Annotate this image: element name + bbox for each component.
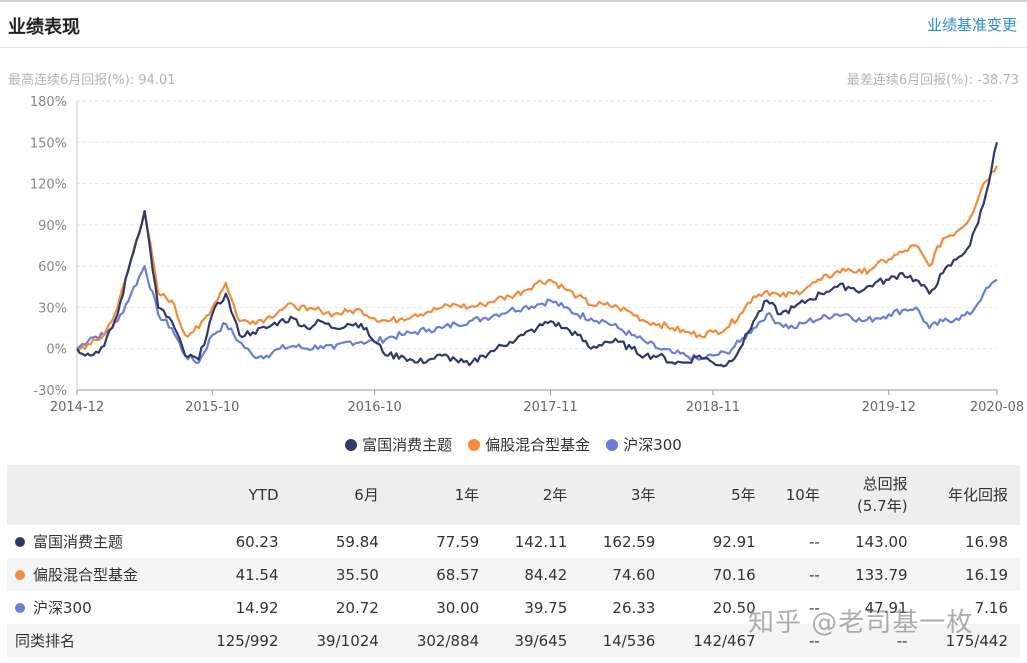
row-name-cell: 同类排名: [7, 624, 191, 657]
watermark: 知乎 @老司基一枚: [748, 608, 974, 638]
legend-item[interactable]: 沪深300: [606, 434, 682, 455]
performance-line-chart: -30% 0% 30% 60% 90% 120% 150% 180% 2014-12 2015-1…: [30, 95, 1024, 415]
table-cell: 77.59: [436, 532, 480, 551]
table-cell: 162.59: [602, 532, 656, 551]
legend-label: 偏股混合型基金: [485, 436, 591, 454]
x-tick-label: 2016-10: [347, 400, 401, 415]
section-title: 业绩表现: [8, 17, 80, 38]
table-row: 同类排名 125/992 39/1024 302/884 39/645 14/536 142…: [7, 624, 1020, 657]
table-cell: 20.72: [335, 598, 379, 617]
x-tick-label: 2018-11: [686, 400, 740, 415]
column-header: 总回报 (5.7年): [831, 465, 920, 525]
table-cell: 142/467: [667, 624, 768, 657]
table-row: 富国消费主题 60.23 59.84 77.59 142.11 162.59 92.91 --…: [7, 525, 1020, 558]
row-color-dot: [15, 569, 25, 580]
section-header: 业绩表现 业绩基准变更: [0, 2, 1027, 48]
x-tick-label: 2019-12: [862, 400, 916, 415]
y-tick-label: 120%: [30, 178, 67, 193]
top-border: [0, 0, 1027, 2]
table-cell: 26.33: [612, 598, 656, 617]
table-cell: --: [767, 624, 832, 657]
table-cell: 92.91: [712, 532, 756, 551]
row-name-cell: 富国消费主题: [7, 525, 190, 558]
table-cell: 14.92: [235, 598, 279, 617]
y-tick-label: 180%: [30, 95, 67, 110]
y-tick-label: 60%: [38, 260, 67, 275]
series-line-0: [76, 142, 999, 368]
table-cell: 41.54: [190, 558, 291, 591]
row-name: 富国消费主题: [33, 533, 124, 551]
y-tick-label: -30%: [33, 384, 67, 399]
table-cell: 20.50: [712, 598, 756, 617]
legend-label: 沪深300: [623, 436, 682, 454]
y-tick-label: 0%: [46, 343, 67, 358]
table-cell: 302/884: [390, 624, 492, 657]
table-cell: 16.98: [965, 532, 1008, 551]
chart-legend: 富国消费主题 偏股混合型基金 沪深300: [0, 434, 1027, 455]
table-cell: 7.16: [974, 598, 1008, 617]
column-header: 6月: [290, 465, 391, 525]
table-cell: 30.00: [436, 598, 480, 617]
series-line-1: [76, 165, 998, 351]
table-cell: 143.00: [855, 532, 908, 551]
table-cell: 133.79: [831, 558, 920, 591]
table-cell: 84.42: [491, 558, 580, 591]
legend-dot: [345, 438, 358, 451]
column-header: YTD: [190, 465, 291, 525]
legend-item[interactable]: 富国消费主题: [345, 434, 452, 455]
table-cell: 142.11: [514, 532, 568, 551]
x-tick-label: 2020-08: [970, 400, 1024, 415]
column-header: 年化回报: [919, 465, 1020, 525]
table-cell: 39/645: [491, 624, 580, 657]
table-row: 偏股混合型基金 41.54 35.50 68.57 84.42 74.60 70.16 -- 1…: [7, 558, 1020, 591]
legend-dot: [606, 438, 619, 451]
x-tick-label: 2015-10: [185, 400, 239, 415]
legend-dot: [468, 438, 481, 451]
x-tick-label: 2014-12: [50, 400, 104, 415]
y-tick-label: 30%: [38, 301, 67, 316]
table-cell: 35.50: [290, 558, 391, 591]
table-cell: 74.60: [579, 558, 668, 591]
table-cell: 16.19: [919, 558, 1020, 591]
row-name-cell: 沪深300: [7, 591, 190, 624]
table-cell: 39.75: [524, 598, 568, 617]
table-cell: 60.23: [235, 532, 279, 551]
row-color-dot: [15, 536, 25, 547]
table-cell: --: [809, 598, 820, 617]
y-tick-label: 150%: [30, 136, 67, 151]
table-row: 沪深300 14.92 20.72 30.00 39.75 26.33 20.50 -- 47.…: [7, 591, 1020, 624]
row-color-dot: [15, 602, 25, 613]
table-cell: 14/536: [579, 624, 668, 657]
best-6m-return: 最高连续6月回报(%): 94.01: [8, 73, 176, 88]
column-header: 2年: [491, 465, 580, 525]
column-header: [7, 465, 191, 525]
table-cell: 59.84: [335, 532, 379, 551]
table-cell: --: [831, 624, 920, 657]
y-tick-label: 90%: [38, 219, 67, 234]
column-header: 1年: [390, 465, 492, 525]
table-header-row: YTD 6月 1年 2年 3年 5年 10年 总回报 (5.7年) 年化回报: [7, 465, 1020, 525]
x-tick-label: 2017-11: [523, 400, 577, 415]
worst-6m-return: 最差连续6月回报(%): -38.73: [846, 73, 1019, 88]
table-cell: 68.57: [390, 558, 492, 591]
row-name: 偏股混合型基金: [33, 566, 139, 584]
table-cell: 47.91: [864, 598, 908, 617]
table-cell: 175/442: [919, 624, 1020, 657]
column-header: 10年: [767, 465, 832, 525]
table-cell: --: [767, 558, 832, 591]
legend-label: 富国消费主题: [362, 436, 453, 454]
performance-table: YTD 6月 1年 2年 3年 5年 10年 总回报 (5.7年) 年化回报 富国消费主题 60.2…: [7, 465, 1020, 657]
table-cell: --: [809, 532, 820, 551]
row-name: 同类排名: [15, 632, 76, 650]
table-cell: 125/992: [190, 624, 291, 657]
row-name: 沪深300: [33, 599, 92, 617]
table-cell: 39/1024: [290, 624, 391, 657]
legend-item[interactable]: 偏股混合型基金: [468, 434, 590, 455]
benchmark-change-link[interactable]: 业绩基准变更: [926, 16, 1017, 34]
column-header: 3年: [579, 465, 668, 525]
column-header: 5年: [667, 465, 768, 525]
series-line-2: [76, 265, 998, 364]
table-cell: 70.16: [667, 558, 768, 591]
row-name-cell: 偏股混合型基金: [7, 558, 191, 591]
